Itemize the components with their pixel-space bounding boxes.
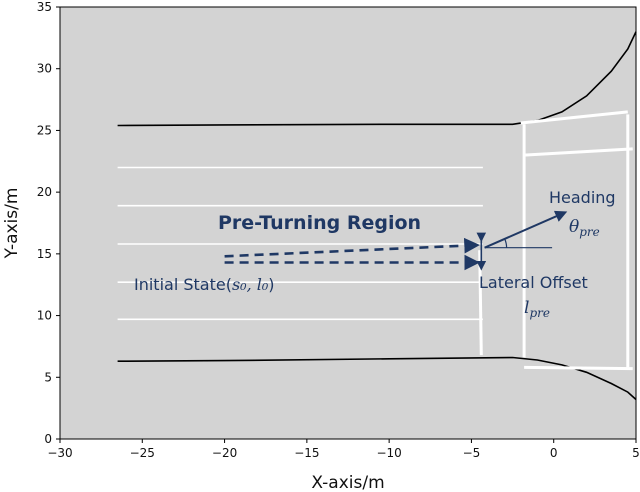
crosswalk-line-11 bbox=[524, 147, 633, 157]
trajectory-upper-13 bbox=[224, 237, 480, 258]
y-axis-label: Y-axis/m bbox=[2, 188, 22, 260]
initial-state-text: Initial State( bbox=[134, 275, 232, 294]
heading-angle-arc bbox=[504, 238, 508, 248]
x-tick-label: −20 bbox=[212, 446, 237, 460]
x-tick-label: −25 bbox=[130, 446, 155, 460]
y-tick-label: 10 bbox=[37, 309, 52, 323]
heading-symbol: θpre bbox=[569, 217, 600, 239]
axis-ticks: −30 −25 −20 −15 −10 −5 0 5 0 5 10 15 20 25 30 35 bbox=[37, 0, 640, 460]
y-tick-label: 25 bbox=[37, 123, 52, 137]
y-tick-label: 15 bbox=[37, 247, 52, 261]
crosswalk-line-12 bbox=[524, 365, 633, 371]
x-tick-label: 0 bbox=[550, 446, 558, 460]
road-edge-top-0 bbox=[117, 31, 637, 127]
lateral-offset-symbol: lpre bbox=[524, 298, 550, 320]
y-tick-label: 0 bbox=[44, 432, 52, 446]
x-tick-label: −5 bbox=[463, 446, 481, 460]
initial-state-label: Initial State(s₀, l₀) bbox=[134, 275, 275, 294]
heading-arrow-16 bbox=[484, 210, 568, 249]
lateral-offset-label: Lateral Offset bbox=[479, 273, 588, 292]
heading-theta: θ bbox=[569, 217, 579, 237]
lateral-offset-subscript: pre bbox=[529, 306, 550, 320]
x-tick-label: 5 bbox=[632, 446, 640, 460]
initial-state-close: ) bbox=[268, 275, 274, 294]
road-layer bbox=[117, 31, 637, 401]
x-axis-label: X-axis/m bbox=[311, 473, 384, 492]
y-tick-label: 20 bbox=[37, 185, 52, 199]
y-tick-label: 30 bbox=[37, 62, 52, 76]
heading-subscript: pre bbox=[579, 225, 600, 239]
x-tick-label: −15 bbox=[294, 446, 319, 460]
heading-label: Heading bbox=[549, 188, 616, 207]
x-tick-label: −30 bbox=[47, 446, 72, 460]
y-tick-label: 5 bbox=[44, 370, 52, 384]
initial-state-symbols: s₀, l₀ bbox=[232, 275, 269, 294]
x-tick-label: −10 bbox=[376, 446, 401, 460]
lateral-offset-l: l bbox=[524, 298, 529, 318]
road-edge-bottom-1 bbox=[117, 356, 637, 401]
pre-turning-region-label: Pre-Turning Region bbox=[218, 212, 421, 234]
y-tick-label: 35 bbox=[37, 0, 52, 14]
crosswalk-line-10 bbox=[520, 110, 628, 125]
